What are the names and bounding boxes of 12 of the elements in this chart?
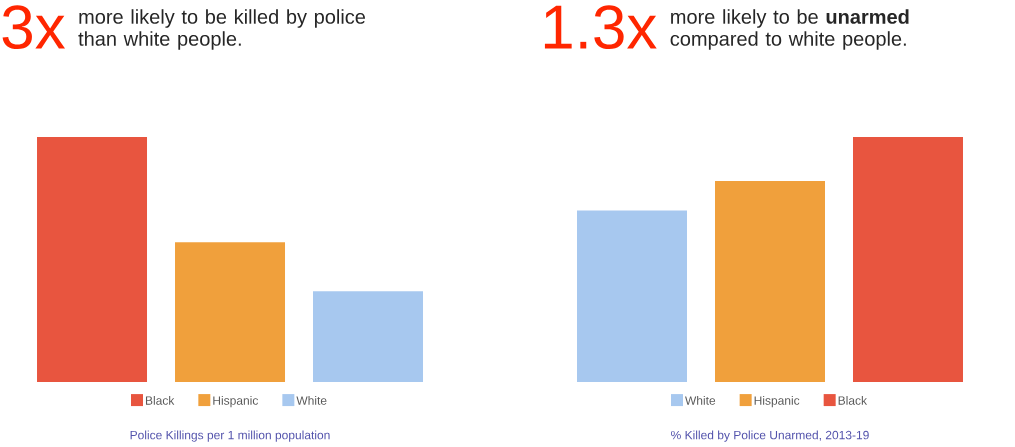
legend-label: White — [296, 395, 327, 405]
legend-label: Black — [145, 395, 175, 405]
legend-label: Hispanic — [213, 395, 259, 408]
legend-label: Hispanic — [754, 395, 800, 408]
legend-label: Black — [838, 395, 868, 405]
legend-label: White — [685, 395, 716, 405]
chart-subtitle: more likely to be killed by police than white people. — [78, 9, 366, 50]
chart-subtitle: more likely to be unarmed compared to white people. — [670, 9, 909, 50]
chart-title: 1.3x — [544, 5, 657, 50]
chart-title: 3x — [2, 5, 66, 50]
x-axis-title: % Killed by Police Unarmed, 2013-19 — [671, 430, 869, 442]
x-axis-title: Police Killings per 1 million population — [130, 430, 330, 442]
